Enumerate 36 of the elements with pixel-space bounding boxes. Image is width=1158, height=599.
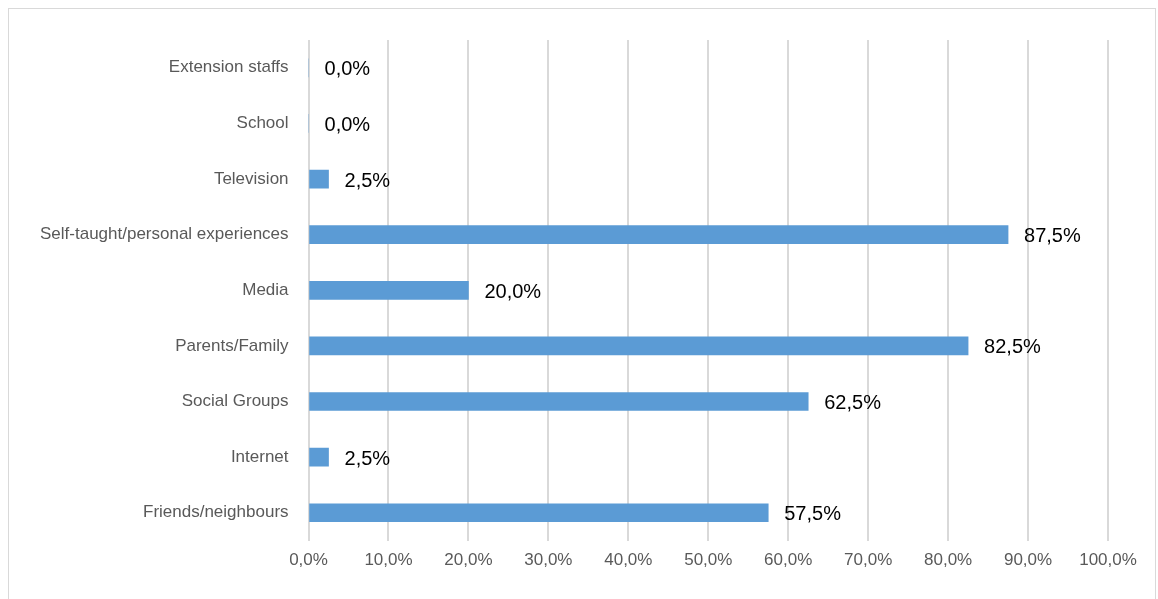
- data-label: 82,5%: [984, 335, 1042, 358]
- x-tick-label: 50,0%: [684, 550, 733, 570]
- y-tick-label: Social Groups: [181, 391, 289, 411]
- data-label: 2,5%: [344, 168, 391, 191]
- bar: [309, 280, 469, 300]
- y-tick-label: Internet: [230, 446, 289, 466]
- bar: [309, 447, 329, 467]
- data-label: 0,0%: [324, 112, 371, 135]
- x-tick-label: 90,0%: [1003, 550, 1053, 570]
- y-tick-label: Friends/neighbours: [143, 502, 289, 522]
- x-tick-label: 70,0%: [844, 550, 893, 570]
- y-tick-label: Extension staffs: [168, 57, 289, 77]
- data-label: 2,5%: [344, 446, 391, 469]
- x-tick-label: 80,0%: [924, 550, 973, 570]
- bar: [309, 169, 329, 189]
- bar: [309, 392, 809, 411]
- bar: [309, 336, 969, 356]
- data-label: 20,0%: [484, 279, 542, 302]
- y-tick-label: Parents/Family: [175, 335, 290, 355]
- data-label: 87,5%: [1024, 224, 1081, 247]
- y-tick-label: Self-taught/personal experiences: [40, 224, 289, 244]
- y-tick-label: Television: [213, 168, 289, 188]
- x-tick-label: 40,0%: [604, 550, 653, 570]
- x-tick-label: 20,0%: [444, 550, 493, 570]
- x-tick-label: 60,0%: [764, 550, 813, 570]
- bar: [309, 225, 1009, 245]
- y-tick-label: School: [236, 113, 289, 133]
- data-label: 62,5%: [824, 391, 882, 414]
- x-tick-label: 100,0%: [1079, 550, 1137, 570]
- x-tick-label: 10,0%: [364, 550, 413, 570]
- data-label: 0,0%: [324, 57, 371, 80]
- y-tick-label: Media: [242, 279, 290, 299]
- data-label: 57,5%: [784, 502, 842, 525]
- x-tick-label: 30,0%: [524, 550, 573, 570]
- bar: [309, 503, 769, 523]
- x-tick-label: 0,0%: [289, 550, 328, 570]
